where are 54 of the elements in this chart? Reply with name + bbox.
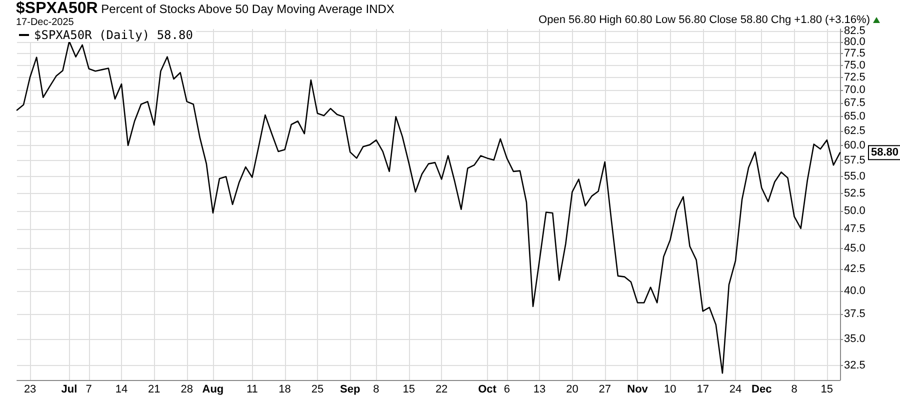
x-tick-label: Aug bbox=[202, 384, 224, 396]
x-tick-label: 6 bbox=[504, 384, 510, 396]
x-tick-label: 17 bbox=[696, 384, 709, 396]
x-tick-label: 10 bbox=[664, 384, 676, 396]
x-tick-label: 23 bbox=[24, 384, 36, 396]
y-tick-label: 37.5 bbox=[844, 308, 866, 320]
y-tick-label: 42.5 bbox=[844, 263, 866, 276]
text: 17-Dec-2025 bbox=[16, 17, 74, 28]
x-tick-label: 15 bbox=[402, 384, 416, 396]
x-tick-label: 7 bbox=[86, 384, 92, 396]
y-tick-label: 57.5 bbox=[844, 154, 866, 167]
x-tick-label: 24 bbox=[729, 384, 742, 396]
x-tick-label: 15 bbox=[820, 384, 834, 396]
text: 58.80 bbox=[871, 146, 899, 159]
x-tick-label: 20 bbox=[566, 384, 578, 396]
x-tick-label: 11 bbox=[246, 384, 258, 396]
y-tick-label: 62.5 bbox=[844, 124, 866, 137]
y-tick-label: 82.5 bbox=[844, 25, 866, 38]
x-tick-label: Oct bbox=[478, 384, 497, 396]
y-tick-label: 50.0 bbox=[844, 204, 866, 217]
x-tick-label: Dec bbox=[752, 384, 772, 396]
x-tick-label: Jul bbox=[61, 384, 78, 396]
x-tick-label: 21 bbox=[148, 384, 160, 396]
chart-title: $SPXA50R bbox=[16, 0, 98, 17]
y-tick-label: 47.5 bbox=[844, 223, 866, 236]
x-tick-label: 18 bbox=[278, 384, 291, 396]
y-tick-label: 70.0 bbox=[844, 84, 866, 96]
y-tick-label: 35.0 bbox=[844, 332, 866, 345]
x-tick-label: Sep bbox=[340, 384, 360, 396]
x-tick-label: 27 bbox=[598, 384, 611, 396]
y-tick-label: 32.5 bbox=[844, 359, 866, 372]
line-series bbox=[16, 40, 841, 374]
legend-label: $SPXA50R (Daily) 58.80 bbox=[34, 28, 193, 42]
y-tick-label: 65.0 bbox=[844, 110, 866, 123]
y-tick-label: 75.0 bbox=[844, 59, 866, 72]
y-tick-label: 80.0 bbox=[844, 36, 866, 48]
text: Open 56.80 High 60.80 Low 56.80 Close 58.80 Chg +1.80 (+3.16%) bbox=[538, 14, 870, 26]
x-tick-label: 13 bbox=[533, 384, 546, 396]
x-tick-label: 28 bbox=[180, 384, 193, 396]
y-tick-label: 72.5 bbox=[844, 72, 866, 84]
x-tick-label: 8 bbox=[373, 384, 380, 396]
y-tick-label: 77.5 bbox=[844, 48, 866, 60]
y-tick-label: 45.0 bbox=[844, 242, 866, 255]
y-tick-label: 40.0 bbox=[844, 284, 866, 297]
y-tick-label: 55.0 bbox=[844, 170, 866, 183]
x-tick-label: 14 bbox=[115, 384, 128, 396]
chart-subtitle: Percent of Stocks Above 50 Day Moving Average INDX bbox=[101, 2, 394, 16]
y-tick-label: 67.5 bbox=[844, 97, 866, 110]
y-tick-label: 60.0 bbox=[844, 139, 866, 152]
y-tick-label: 52.5 bbox=[844, 187, 866, 200]
x-tick-label: Nov bbox=[627, 384, 649, 396]
x-tick-label: 22 bbox=[435, 384, 448, 396]
x-tick-label: 25 bbox=[311, 384, 324, 396]
x-tick-label: 8 bbox=[791, 384, 798, 396]
